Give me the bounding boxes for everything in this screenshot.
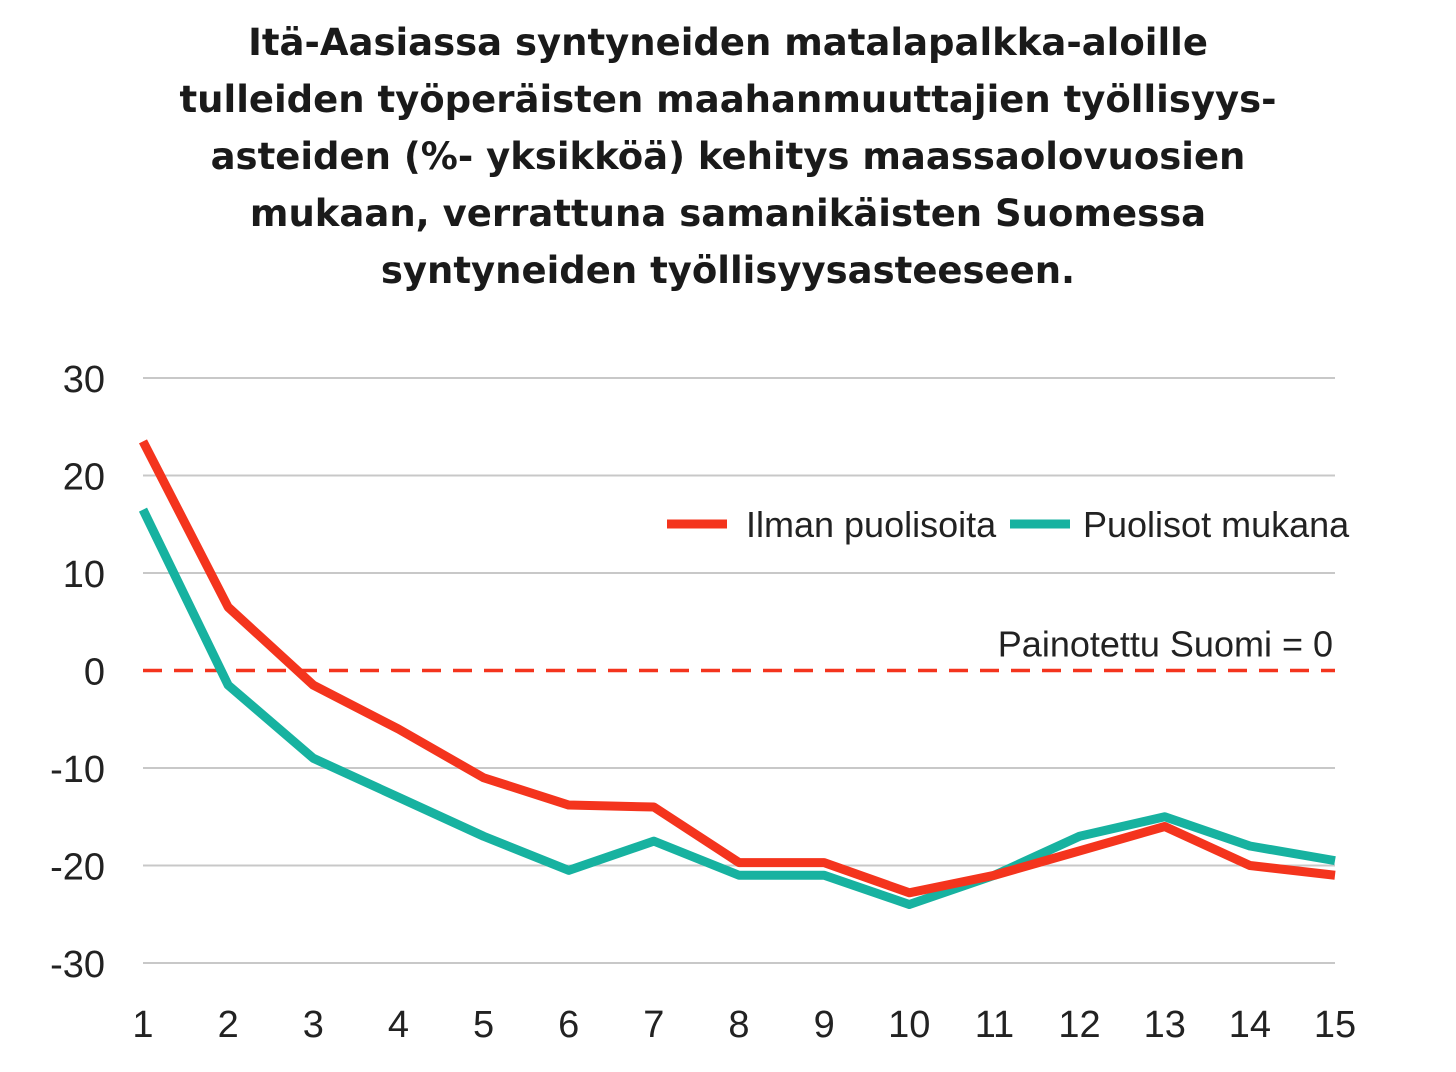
y-tick-label: -10	[50, 749, 105, 791]
chart-title-line: tulleiden työperäisten maahanmuuttajien …	[179, 78, 1277, 121]
x-tick-label: 11	[975, 1004, 1014, 1046]
chart-title-line: Itä-Aasiassa syntyneiden matalapalkka-al…	[248, 21, 1208, 64]
x-tick-label: 3	[303, 1004, 324, 1046]
legend-label: Puolisot mukana	[1083, 504, 1350, 545]
x-tick-label: 2	[218, 1004, 239, 1046]
x-tick-label: 6	[558, 1004, 579, 1046]
x-tick-label: 1	[132, 1004, 153, 1046]
series-line-0	[138, 439, 1336, 898]
y-tick-label: 10	[63, 554, 105, 596]
chart-title-line: mukaan, verrattuna samanikäisten Suomess…	[249, 192, 1207, 235]
reference-line-label: Painotettu Suomi = 0	[998, 624, 1333, 665]
legend-label: Ilman puolisoita	[746, 504, 997, 545]
series-line-1	[138, 507, 1336, 909]
x-tick-label: 8	[728, 1004, 749, 1046]
chart-title: Itä-Aasiassa syntyneiden matalapalkka-al…	[0, 14, 1456, 299]
x-tick-label: 7	[643, 1004, 664, 1046]
y-tick-label: 0	[84, 652, 105, 694]
y-tick-label: 20	[63, 457, 105, 499]
x-tick-label: 4	[388, 1004, 409, 1046]
x-tick-label: 5	[473, 1004, 494, 1046]
x-tick-label: 14	[1229, 1004, 1271, 1046]
y-tick-label: 30	[63, 359, 105, 401]
chart-title-line: asteiden (%- yksikköä) kehitys maassaolo…	[210, 135, 1246, 178]
x-tick-label: 9	[814, 1004, 835, 1046]
x-tick-label: 15	[1314, 1004, 1356, 1046]
chart-title-line: syntyneiden työllisyysasteeseen.	[380, 249, 1076, 292]
x-tick-label: 13	[1144, 1004, 1186, 1046]
series-lines	[138, 439, 1336, 909]
x-axis-ticks: 1 2 3 4 5 6 7 8 9 10 11 12 13 14 15	[132, 1004, 1356, 1046]
y-tick-label: -20	[50, 847, 105, 889]
legend: Ilman puolisoita Puolisot mukana	[667, 504, 1350, 545]
y-axis-ticks: 30 20 10 0 -10 -20 -30	[50, 359, 105, 986]
y-tick-label: -30	[50, 944, 105, 986]
x-tick-label: 12	[1058, 1004, 1100, 1046]
x-tick-label: 10	[888, 1004, 930, 1046]
